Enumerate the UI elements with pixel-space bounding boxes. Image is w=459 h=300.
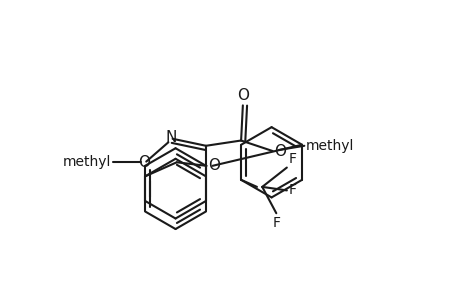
Text: O: O: [138, 155, 150, 170]
Text: O: O: [274, 144, 286, 159]
Text: methyl: methyl: [62, 154, 111, 169]
Text: O: O: [236, 88, 248, 103]
Text: methyl: methyl: [305, 139, 354, 153]
Text: F: F: [288, 183, 296, 197]
Text: O: O: [207, 158, 219, 173]
Text: F: F: [288, 152, 296, 166]
Text: N: N: [165, 130, 176, 145]
Text: F: F: [272, 216, 280, 230]
